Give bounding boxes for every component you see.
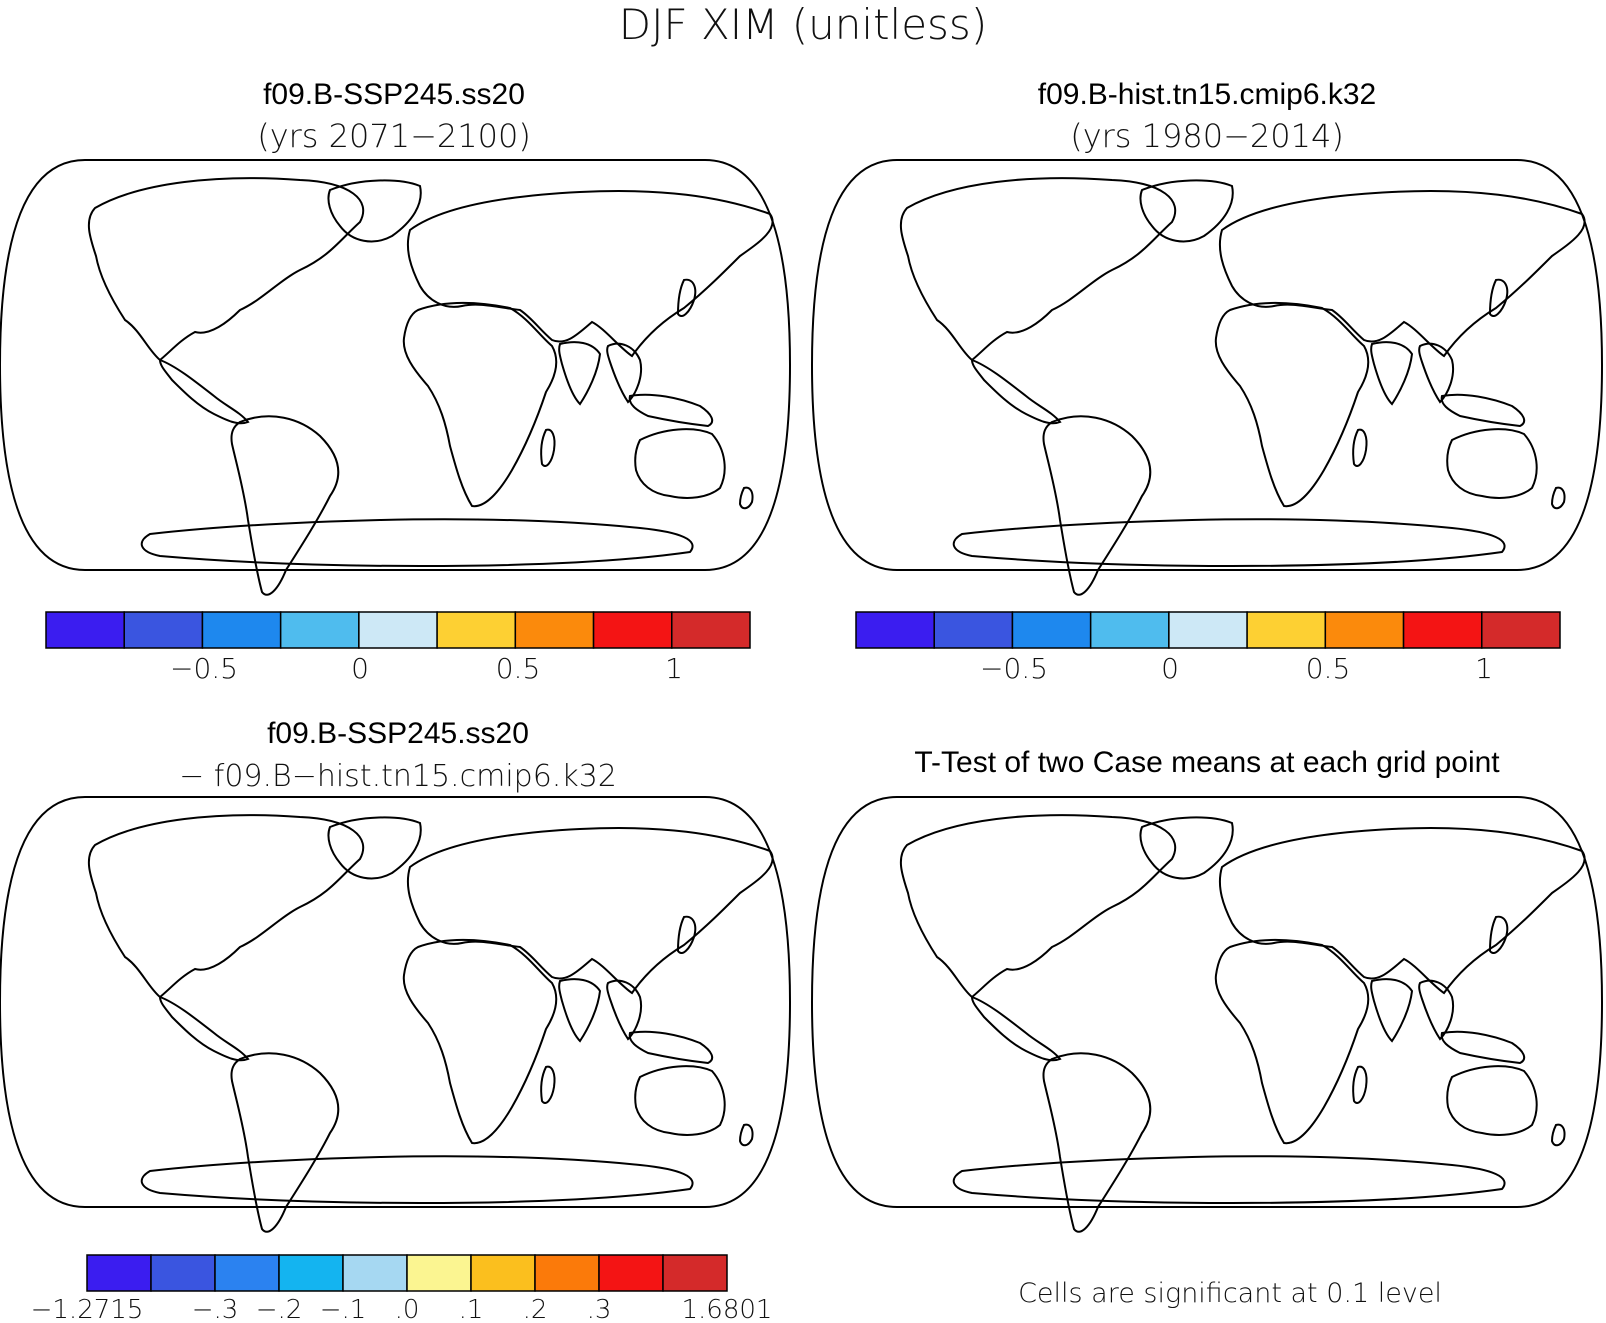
- colorbar-tick-label: −.3: [192, 1295, 239, 1323]
- colorbar-tick-label: 0: [1161, 652, 1179, 685]
- colorbar-swatch: [278, 1254, 344, 1292]
- colorbar-tick-label: 0: [351, 652, 369, 685]
- colorbar-tick-label: −.1: [320, 1295, 367, 1323]
- colorbar-tick-label: 1: [1475, 652, 1493, 685]
- map-difference-border: [0, 796, 792, 1208]
- panel-difference-title: f09.B-SSP245.ss20: [267, 717, 529, 750]
- map-control: [810, 159, 1604, 596]
- colorbar-swatch: [1168, 611, 1248, 649]
- panel-difference: f09.B-SSP245.ss20 − f09.B−hist.tn15.cmip…: [0, 717, 792, 1323]
- colorbar-tick-label: .3: [587, 1295, 612, 1323]
- panel-control-title: f09.B-hist.tn15.cmip6.k32: [1038, 78, 1377, 111]
- colorbar-tick-label: 1.6801: [682, 1295, 773, 1323]
- panel-case-title: f09.B-SSP245.ss20: [263, 78, 525, 111]
- colorbar-swatch: [342, 1254, 408, 1292]
- colorbar-swatch: [214, 1254, 280, 1292]
- map-case-border: [0, 159, 792, 571]
- colorbar-swatch: [1246, 611, 1327, 649]
- colorbar-swatch: [150, 1254, 216, 1292]
- panel-case: f09.B-SSP245.ss20 (yrs 2071−2100) −0.5 0 0…: [0, 78, 792, 685]
- colorbar-swatch: [1324, 611, 1405, 649]
- colorbar-tick-label: .0: [395, 1295, 420, 1323]
- colorbar-swatch: [279, 611, 360, 649]
- colorbar-swatch: [671, 611, 751, 649]
- colorbar-swatch: [358, 611, 438, 649]
- colorbar-swatch: [123, 611, 204, 649]
- panel-difference-subtitle: − f09.B−hist.tn15.cmip6.k32: [179, 759, 617, 794]
- panel-ttest-note: Cells are significant at 0.1 level: [1018, 1278, 1442, 1309]
- panel-ttest: T-Test of two Case means at each grid po…: [810, 746, 1604, 1309]
- colorbar-swatch: [662, 1254, 728, 1292]
- map-difference: [0, 796, 792, 1233]
- colorbar-tick-label: −0.5: [980, 652, 1048, 685]
- colorbar-case: −0.5 0 0.5 1: [45, 611, 751, 685]
- colorbar-swatch: [470, 1254, 536, 1292]
- colorbar-swatch: [406, 1254, 472, 1292]
- colorbar-tick-label: 0.5: [1306, 652, 1351, 685]
- map-case: [0, 159, 792, 596]
- colorbar-swatch: [45, 611, 125, 649]
- colorbar-swatch: [514, 611, 595, 649]
- colorbar-tick-label: −1.2715: [31, 1295, 144, 1323]
- colorbar-swatch: [1011, 611, 1092, 649]
- map-ttest: [810, 796, 1604, 1233]
- colorbar-tick-label: −.2: [256, 1295, 303, 1323]
- colorbar-swatch: [534, 1254, 600, 1292]
- colorbar-swatch: [933, 611, 1014, 649]
- colorbar-swatch: [436, 611, 517, 649]
- colorbar-tick-label: 0.5: [496, 652, 541, 685]
- colorbar-swatch: [1089, 611, 1170, 649]
- colorbar-difference: −1.2715 −.3 −.2 −.1 .0 .1 .2 .3 1.6801: [31, 1254, 773, 1323]
- colorbar-swatch: [855, 611, 935, 649]
- map-ttest-border: [810, 796, 1604, 1208]
- figure-title: DJF XIM (unitless): [619, 0, 987, 49]
- colorbar-tick-label: .2: [523, 1295, 548, 1323]
- colorbar-tick-label: .1: [459, 1295, 484, 1323]
- colorbar-control: −0.5 0 0.5 1: [855, 611, 1561, 685]
- colorbar-tick-label: 1: [665, 652, 683, 685]
- colorbar-swatch: [598, 1254, 664, 1292]
- colorbar-swatch: [86, 1254, 152, 1292]
- panel-case-subtitle: (yrs 2071−2100): [257, 117, 531, 155]
- panel-control-subtitle: (yrs 1980−2014): [1070, 117, 1344, 155]
- colorbar-tick-label: −0.5: [170, 652, 238, 685]
- colorbar-swatch: [1402, 611, 1483, 649]
- colorbar-swatch: [1481, 611, 1561, 649]
- map-control-border: [810, 159, 1604, 571]
- panel-ttest-title: T-Test of two Case means at each grid po…: [914, 746, 1500, 779]
- panel-control: f09.B-hist.tn15.cmip6.k32 (yrs 1980−2014…: [810, 78, 1604, 685]
- colorbar-swatch: [201, 611, 282, 649]
- colorbar-swatch: [592, 611, 673, 649]
